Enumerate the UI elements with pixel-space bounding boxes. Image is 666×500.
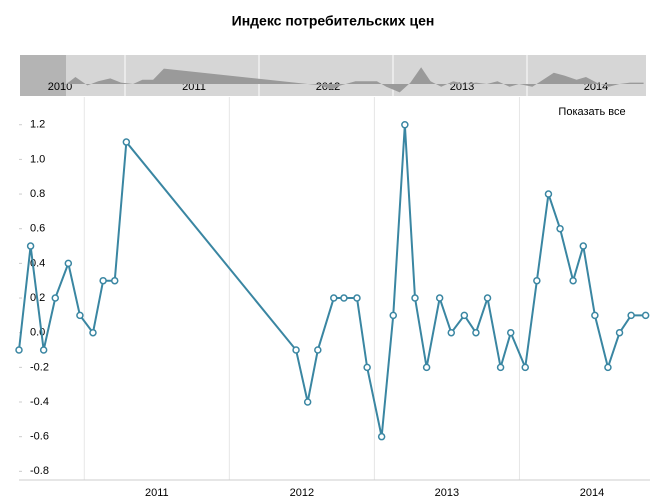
- point: [99, 276, 107, 285]
- point: [411, 294, 419, 302]
- navigator[interactable]: [20, 55, 646, 96]
- point: [389, 311, 397, 320]
- navigator-area: [64, 67, 644, 93]
- point: [615, 328, 624, 337]
- x-tick-label: 2014: [580, 487, 604, 499]
- point: [76, 311, 84, 320]
- point: [533, 276, 541, 285]
- point: [314, 346, 322, 354]
- point: [641, 311, 650, 320]
- point: [556, 224, 564, 233]
- point: [377, 432, 386, 441]
- point: [330, 294, 338, 302]
- point: [506, 328, 515, 337]
- point: [303, 398, 312, 406]
- chart-title: Индекс потребительских цен: [232, 13, 435, 29]
- y-tick-label: 1.0: [30, 153, 45, 165]
- point: [435, 294, 444, 302]
- y-tick-label: -0.8: [30, 465, 49, 477]
- point: [110, 276, 119, 285]
- point: [604, 363, 612, 372]
- point: [422, 363, 431, 372]
- point: [460, 311, 469, 320]
- navigator-selection[interactable]: [20, 55, 66, 96]
- y-tick-label: 1.2: [30, 119, 45, 131]
- point: [521, 363, 530, 372]
- point: [569, 276, 577, 285]
- point: [472, 328, 480, 337]
- point: [292, 346, 300, 354]
- y-tick-label: -0.4: [30, 396, 49, 408]
- line: [18, 124, 646, 437]
- point: [544, 190, 553, 198]
- point: [89, 328, 97, 337]
- point: [26, 242, 35, 250]
- point: [579, 242, 588, 250]
- reset-button[interactable]: Показать все: [558, 106, 625, 118]
- y-tick-label: 0.6: [30, 223, 45, 235]
- point: [39, 346, 48, 354]
- navigator-label: 2010: [48, 81, 72, 93]
- point: [353, 294, 361, 302]
- x-tick-label: 2012: [290, 487, 314, 499]
- point: [15, 346, 23, 354]
- point: [401, 120, 409, 129]
- point: [483, 294, 492, 302]
- point: [51, 294, 60, 302]
- y-tick-label: -0.2: [30, 361, 49, 373]
- point: [340, 294, 348, 302]
- y-tick-label: 0.8: [30, 188, 45, 200]
- point: [447, 328, 456, 337]
- y-tick-label: -0.6: [30, 431, 49, 443]
- point: [591, 311, 599, 320]
- x-tick-label: 2011: [145, 487, 169, 499]
- point: [122, 138, 131, 146]
- point: [496, 363, 505, 372]
- x-tick-label: 2013: [435, 487, 459, 499]
- point: [627, 311, 635, 320]
- point: [363, 363, 371, 372]
- point: [64, 259, 73, 268]
